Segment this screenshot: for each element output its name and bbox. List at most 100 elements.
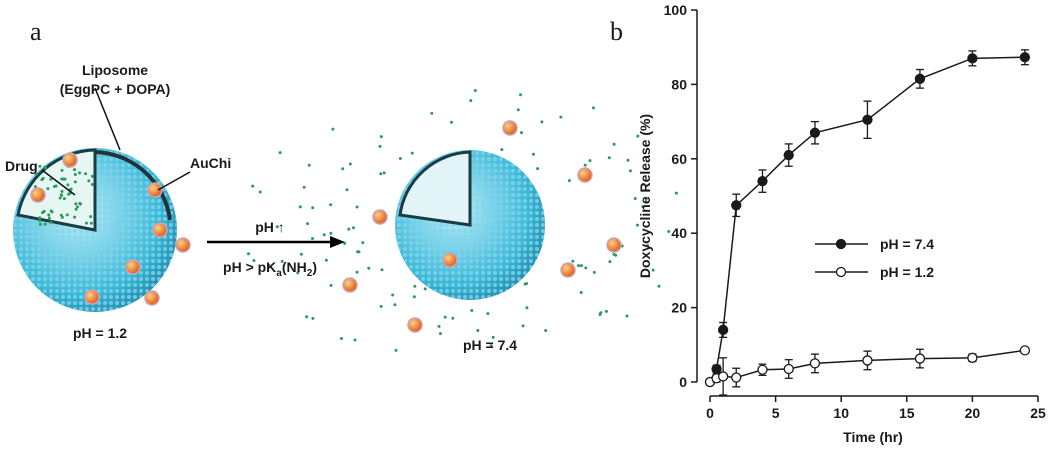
- gold-particle: [442, 252, 458, 268]
- x-tick-label: 15: [899, 405, 915, 421]
- data-point: [914, 353, 926, 364]
- drug-dot: [379, 135, 383, 139]
- drug-dot: [267, 263, 271, 267]
- legend-label: pH = 1.2: [880, 264, 934, 280]
- drug-dot: [355, 270, 359, 274]
- drug-dot: [341, 167, 345, 171]
- drug-dot: [329, 231, 333, 235]
- drug-dot: [89, 215, 93, 219]
- drug-dot: [60, 189, 64, 193]
- drug-dot: [438, 332, 442, 336]
- y-axis-title: Doxycycline Release (%): [637, 114, 653, 278]
- drug-dot: [322, 233, 326, 237]
- drug-dot: [305, 315, 309, 319]
- drug-dot: [491, 335, 495, 339]
- drug-dot: [636, 134, 640, 138]
- right-liposome: [395, 150, 545, 300]
- text-part: ): [312, 259, 317, 275]
- drug-dot: [531, 152, 535, 156]
- drug-dot: [302, 185, 306, 189]
- drug-dot: [66, 183, 70, 187]
- drug-dot: [296, 271, 300, 275]
- drug-dot: [641, 205, 645, 209]
- annotation: AuChi: [190, 155, 231, 171]
- drug-dot: [579, 290, 583, 294]
- decoration: [30, 88, 678, 352]
- drug-dot: [43, 165, 47, 169]
- drug-dot: [49, 220, 53, 224]
- drug-dot: [58, 196, 62, 200]
- drug-dot: [87, 179, 91, 183]
- drug-dot: [258, 190, 262, 194]
- gold-particle: [147, 182, 163, 198]
- x-tick-label: 25: [1030, 405, 1046, 421]
- drug-dot: [75, 205, 79, 209]
- drug-dot: [306, 222, 310, 226]
- drug-dot: [61, 177, 65, 181]
- drug-dot: [646, 243, 650, 247]
- drug-dot: [486, 312, 490, 316]
- drug-dot: [674, 191, 678, 195]
- gold-particle: [372, 209, 388, 225]
- gold-particle: [152, 222, 168, 238]
- gold-particle: [175, 237, 191, 253]
- drug-dot: [351, 226, 355, 230]
- gold-particle: [144, 290, 160, 306]
- drug-dot: [74, 202, 78, 206]
- drug-dot: [299, 252, 303, 256]
- y-tick-label: 0: [679, 374, 687, 390]
- x-tick-label: 20: [965, 405, 981, 421]
- data-point: [717, 324, 729, 336]
- drug-dot: [246, 252, 250, 256]
- drug-dot: [413, 284, 417, 288]
- gold-particle: [62, 152, 78, 168]
- data-point: [731, 200, 742, 211]
- drug-dot: [90, 174, 94, 178]
- drug-dot: [311, 316, 315, 320]
- drug-dot: [583, 163, 587, 167]
- drug-dot: [355, 205, 359, 209]
- drug-dot: [38, 219, 42, 223]
- drug-dot: [412, 295, 416, 299]
- drug-dot: [599, 311, 603, 315]
- legend-marker: [835, 238, 847, 250]
- drug-dot: [580, 264, 584, 268]
- drug-dot: [607, 156, 611, 160]
- drug-dot: [34, 172, 38, 176]
- drug-dot: [584, 266, 588, 270]
- drug-dot: [72, 168, 76, 172]
- drug-dot: [612, 142, 616, 146]
- drug-dot: [612, 252, 616, 256]
- drug-dot: [73, 180, 77, 184]
- drug-dot: [430, 111, 434, 115]
- subscript: 2: [307, 268, 313, 279]
- drug-dot: [521, 324, 525, 328]
- drug-dot: [348, 162, 352, 166]
- arrow-label: pH > pKa(NH2): [223, 259, 317, 279]
- drug-dot: [525, 306, 529, 310]
- subscript: a: [276, 268, 282, 279]
- drug-dot: [353, 338, 357, 342]
- drug-dot: [49, 209, 53, 213]
- data-point: [967, 53, 978, 64]
- panel-a: a Liposome (EggPC + DOPA) Drug AuChi pH …: [5, 17, 678, 353]
- drug-dot: [60, 215, 64, 219]
- gold-particle: [30, 187, 46, 203]
- annotation: Drug: [5, 158, 38, 174]
- drug-dot: [361, 241, 365, 245]
- drug-dot: [519, 93, 523, 97]
- drug-dot: [356, 250, 360, 254]
- drug-dot: [423, 287, 427, 291]
- drug-dot: [382, 171, 386, 175]
- drug-dot: [251, 184, 255, 188]
- drug-dot: [339, 337, 343, 341]
- drug-dot: [59, 193, 63, 197]
- arrow-head: [330, 236, 345, 248]
- drug-dot: [78, 171, 82, 175]
- drug-dot: [378, 144, 382, 148]
- x-tick-label: 0: [706, 405, 714, 421]
- drug-dot: [47, 213, 51, 217]
- cutaway: [398, 150, 472, 227]
